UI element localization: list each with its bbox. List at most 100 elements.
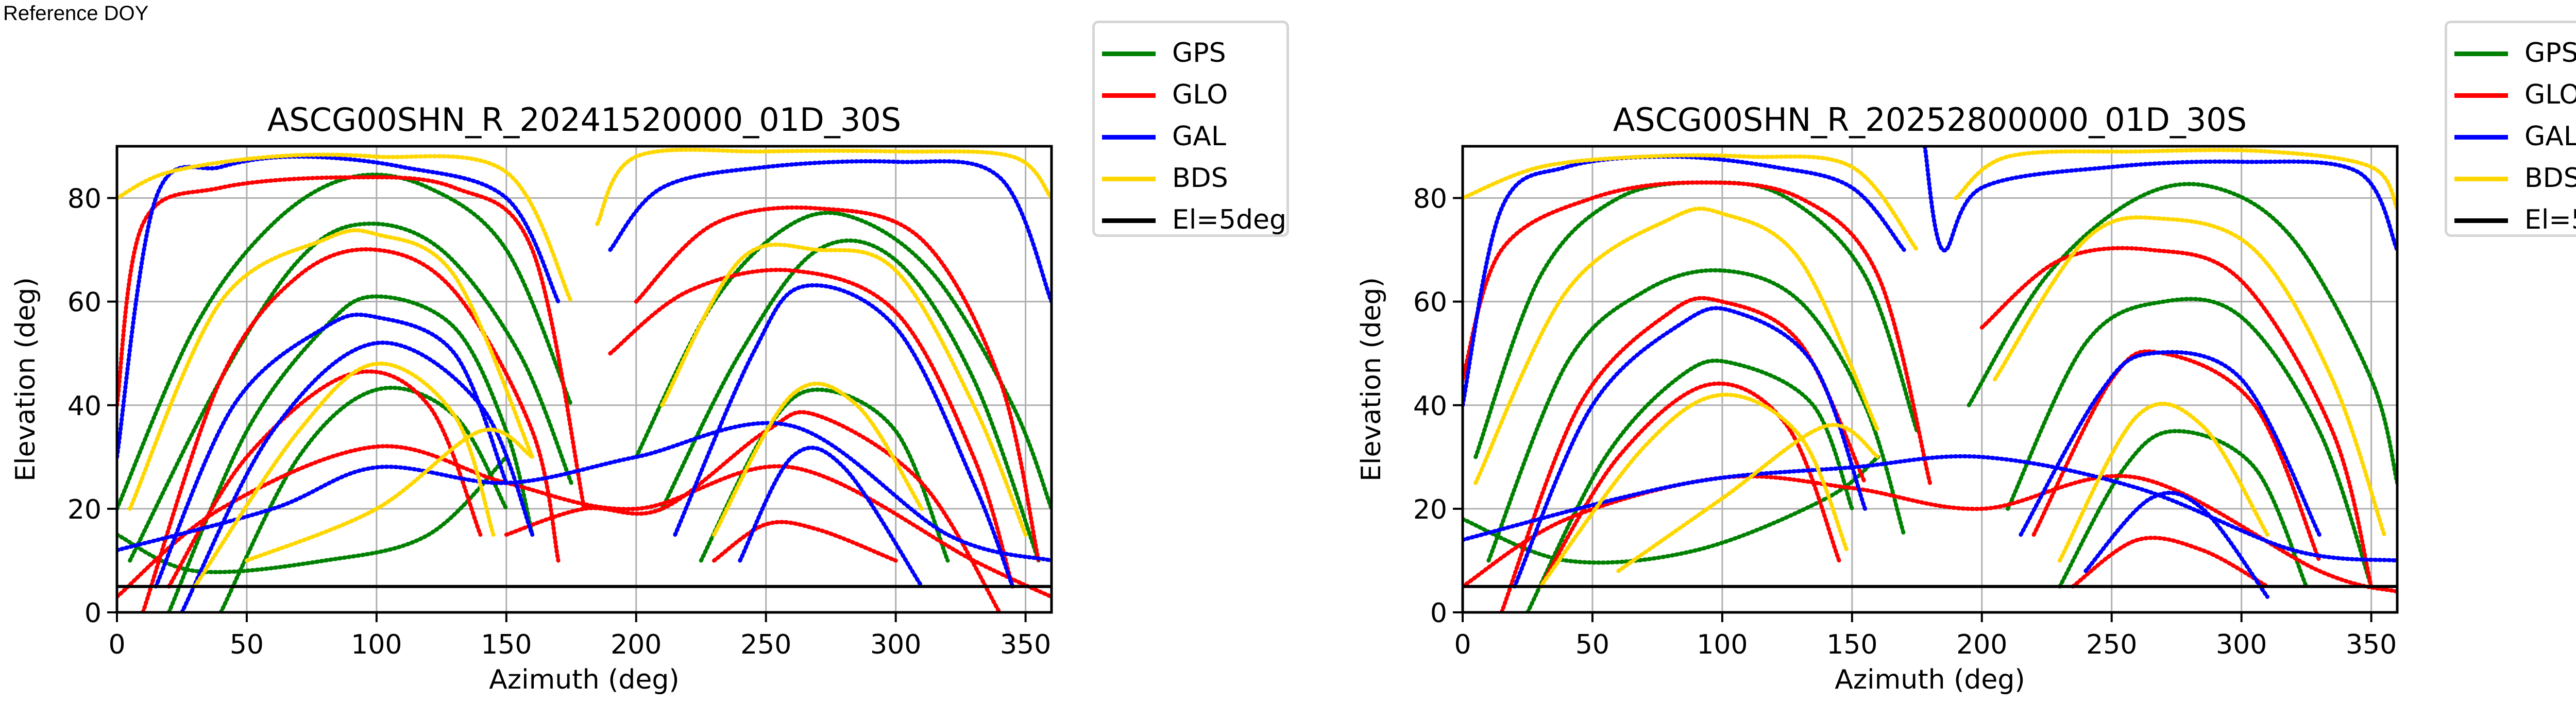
y-axis-label: Elevation (deg) [10, 277, 41, 482]
y-tick-label: 80 [67, 184, 101, 215]
track-glo [711, 520, 898, 563]
track-gps [117, 455, 509, 574]
legend-swatch [1102, 218, 1156, 223]
track-glo [504, 410, 1002, 612]
track-bds [117, 152, 573, 304]
legend-left: GPS GLO GAL BDS El=5deg [1092, 21, 1289, 237]
legend-label: El=5deg [2524, 204, 2576, 235]
track-bds [193, 362, 496, 589]
track-bds [660, 243, 1028, 537]
y-tick-label: 80 [1413, 184, 1447, 215]
legend-swatch [1102, 177, 1156, 181]
track-bds [1616, 423, 1880, 573]
track-gal [1463, 155, 1906, 407]
x-tick-label: 150 [481, 629, 532, 660]
legend-label: GAL [1172, 121, 1226, 152]
track-gps [2006, 297, 2374, 589]
legend-swatch [2454, 177, 2508, 181]
y-tick-label: 0 [1430, 598, 1447, 629]
track-gps [2057, 429, 2309, 589]
track-glo [117, 444, 1052, 599]
track-glo [117, 175, 586, 511]
legend-swatch [1102, 52, 1156, 56]
track-gps [166, 294, 535, 612]
track-gal [117, 421, 1052, 563]
y-axis-label: Elevation (deg) [1356, 277, 1387, 482]
track-glo [141, 247, 561, 612]
track-glo [166, 369, 483, 589]
track-glo [1463, 474, 2397, 594]
x-axis-label: Azimuth (deg) [1835, 664, 2025, 695]
track-gal [608, 159, 1052, 304]
track-bds [595, 147, 1052, 226]
track-gps [660, 238, 1041, 563]
legend-item-glo: GLO [2447, 74, 2576, 115]
track-glo [2071, 536, 2270, 589]
track-gps [1967, 182, 2397, 485]
x-tick-label: 350 [2346, 629, 2397, 660]
track-gal [673, 283, 1015, 589]
legend-swatch [2454, 93, 2508, 98]
x-tick-label: 200 [1956, 629, 2007, 660]
axes-frame [115, 145, 1053, 614]
track-gps [218, 386, 509, 612]
legend-label: GPS [2524, 38, 2576, 68]
track-gps [634, 211, 1052, 511]
y-tick-label: 20 [1413, 494, 1447, 525]
legend-item-gps: GPS [1095, 32, 1286, 74]
chart-title: ASCG00SHN_R_20241520000_01D_30S [267, 101, 901, 139]
legend-item-el5deg: El=5deg [2447, 199, 2576, 241]
track-bds [128, 228, 535, 511]
track-gps [1525, 358, 1854, 612]
y-tick-label: 60 [1413, 287, 1447, 318]
track-bds [244, 427, 535, 563]
legend-swatch [1102, 93, 1156, 98]
track-glo [634, 205, 1041, 563]
track-bds [1992, 215, 2386, 537]
track-bds [711, 381, 924, 537]
legend-item-bds: BDS [2447, 158, 2576, 199]
y-tick-label: 40 [1413, 391, 1447, 422]
track-gps [1486, 268, 1906, 563]
x-tick-label: 0 [1454, 629, 1471, 660]
x-tick-label: 150 [1826, 629, 1877, 660]
x-tick-label: 250 [740, 629, 791, 660]
track-glo [1463, 180, 1932, 485]
track-bds [1954, 148, 2397, 211]
legend-label: BDS [2524, 163, 2576, 194]
tracks [1463, 146, 2397, 612]
legend-label: BDS [1172, 163, 1228, 194]
legend-item-gps: GPS [2447, 32, 2576, 74]
track-glo [608, 268, 1015, 589]
x-tick-label: 100 [351, 629, 402, 660]
legend-swatch [2454, 135, 2508, 140]
legend-item-glo: GLO [1095, 74, 1286, 115]
legend-item-bds: BDS [1095, 158, 1286, 199]
chart-1: 0 50 100 150 200 250 300 350 0 20 40 60 80 ASCG00SHN_… [1356, 101, 2399, 695]
legend-swatch [1102, 135, 1156, 140]
legend-swatch [2454, 52, 2508, 56]
x-tick-label: 100 [1697, 629, 1748, 660]
track-glo [1979, 246, 2374, 589]
legend-label: GPS [1172, 38, 1226, 68]
legend-item-el5deg: El=5deg [1095, 199, 1286, 241]
legend-label: GAL [2524, 121, 2576, 152]
track-gal [179, 340, 535, 612]
x-tick-label: 300 [2216, 629, 2267, 660]
legend-item-gal: GAL [2447, 116, 2576, 157]
legend-right: GPS GLO GAL BDS El=5deg [2445, 21, 2576, 237]
track-gal [1463, 454, 2397, 563]
y-tick-label: 20 [67, 494, 101, 525]
y-tick-label: 40 [67, 391, 101, 422]
chart-0: 0 50 100 150 200 250 300 350 0 20 40 60 80 ASCG00SHN_… [10, 101, 1053, 695]
track-gal [1922, 146, 2397, 253]
figure-label: Reference DOY [3, 2, 149, 25]
track-gal [1512, 306, 1868, 589]
chart-title: ASCG00SHN_R_20252800000_01D_30S [1613, 101, 2247, 139]
track-bds [1473, 207, 1880, 485]
track-bds [1463, 153, 1919, 252]
y-tick-label: 60 [67, 287, 101, 318]
track-gps [128, 221, 573, 563]
x-tick-label: 0 [108, 629, 125, 660]
